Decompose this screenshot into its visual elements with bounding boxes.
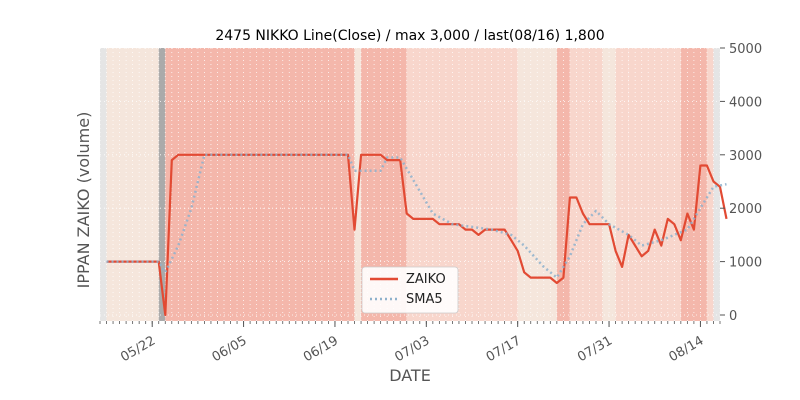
y-tick-label: 0 xyxy=(729,309,737,324)
x-tick-label: 07/31 xyxy=(575,333,615,365)
x-axis-title: DATE xyxy=(389,366,431,385)
background-band-9 xyxy=(569,48,603,321)
y-tick-label: 1000 xyxy=(729,256,762,271)
y-tick-label: 2000 xyxy=(729,202,762,217)
legend-label-sma5: SMA5 xyxy=(406,292,443,307)
background-band-14 xyxy=(706,48,714,321)
x-tick-label: 06/19 xyxy=(301,333,341,365)
chart-title: 2475 NIKKO Line(Close) / max 3,000 / las… xyxy=(215,28,604,44)
series-line-zaiko xyxy=(106,153,728,317)
legend: ZAIKO SMA5 xyxy=(361,266,459,314)
background-band-2 xyxy=(158,48,166,321)
y-tick-label: 3000 xyxy=(729,149,762,164)
y-axis-title: IPPAN ZAIKO (volume) xyxy=(74,112,93,289)
legend-label-zaiko: ZAIKO xyxy=(406,272,446,287)
background-bands xyxy=(100,48,720,321)
x-tick-label: 08/14 xyxy=(666,333,706,365)
y-tick-label: 5000 xyxy=(729,42,762,57)
grid xyxy=(99,47,721,321)
background-band-0 xyxy=(100,48,107,321)
background-band-3 xyxy=(165,48,355,321)
series-lines xyxy=(106,153,728,317)
x-tick-label: 06/05 xyxy=(210,333,250,365)
x-tick-label: 07/03 xyxy=(392,333,432,365)
y-tick-label: 4000 xyxy=(729,95,762,110)
x-tick-label: 07/17 xyxy=(484,333,524,365)
x-tick-label: 05/22 xyxy=(118,333,158,365)
